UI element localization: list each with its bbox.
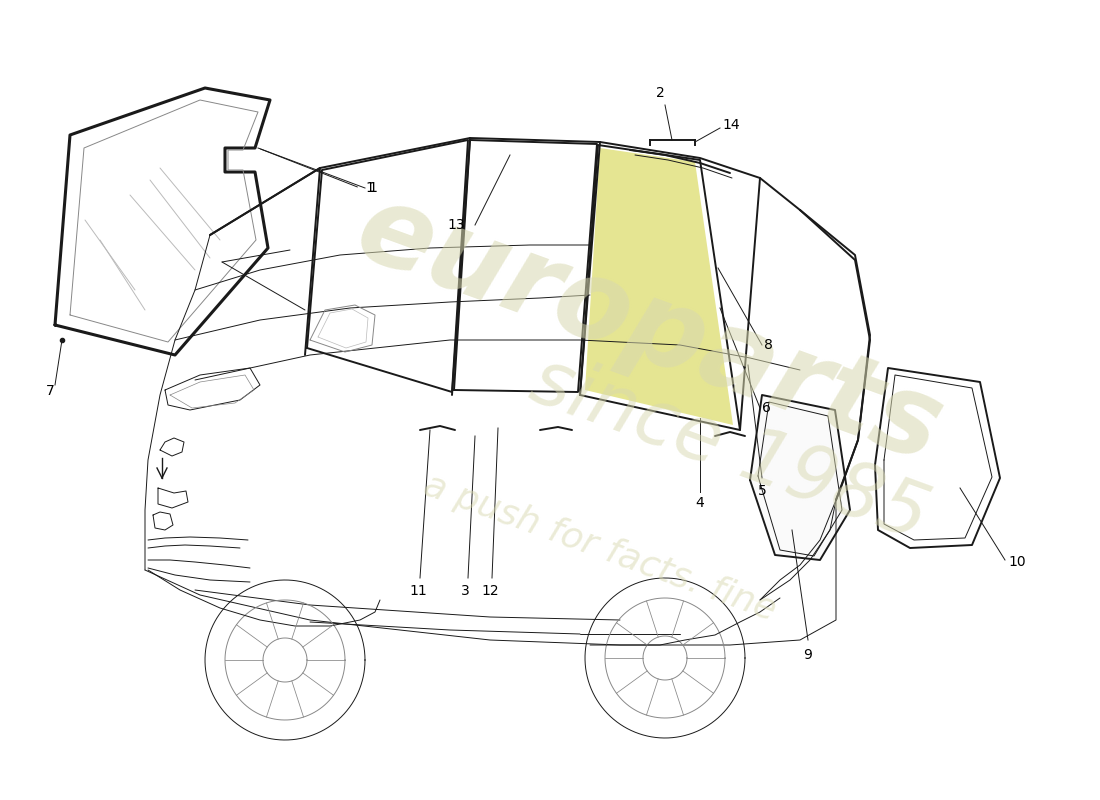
Text: since 1985: since 1985: [521, 344, 938, 556]
Text: 2: 2: [656, 86, 664, 100]
Text: 5: 5: [758, 484, 767, 498]
Text: 8: 8: [764, 338, 773, 352]
Text: a push for facts. fine: a push for facts. fine: [419, 468, 781, 628]
Text: 6: 6: [762, 401, 771, 415]
Polygon shape: [750, 395, 850, 560]
Text: 4: 4: [695, 496, 704, 510]
Text: 1: 1: [365, 181, 374, 195]
Text: europarts: europarts: [343, 174, 957, 486]
Polygon shape: [585, 148, 733, 425]
Text: 3: 3: [461, 584, 470, 598]
Text: 13: 13: [448, 218, 465, 232]
Text: 14: 14: [722, 118, 739, 132]
Text: 11: 11: [409, 584, 427, 598]
Text: 12: 12: [481, 584, 498, 598]
Text: 9: 9: [804, 648, 813, 662]
Text: 7: 7: [45, 384, 54, 398]
Text: 10: 10: [1008, 555, 1025, 569]
Text: 1: 1: [368, 181, 377, 195]
